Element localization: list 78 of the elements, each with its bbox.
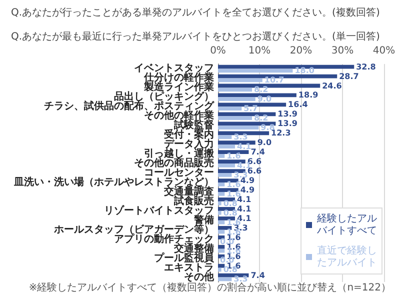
data-label: 6.6	[247, 166, 262, 176]
data-label: 3.3	[234, 132, 248, 142]
y-tick-label: エキストラ	[164, 262, 214, 274]
y-tick-label: その他の商品販売	[134, 157, 214, 170]
data-label: 16.4	[288, 100, 308, 110]
bar	[218, 169, 246, 173]
bar	[218, 126, 259, 130]
y-tick-label: リゾートバイトスタッフ	[104, 204, 214, 216]
legend-label: 経験したアルバイトすべて	[316, 212, 377, 236]
x-tick-label: 10%	[248, 46, 271, 56]
bar	[218, 160, 246, 164]
bar	[218, 188, 238, 192]
bar	[218, 178, 238, 182]
x-tick-label: 20%	[290, 46, 312, 56]
bar	[218, 106, 242, 111]
data-label: 4.1	[237, 142, 252, 152]
y-tick-label: コールセンター	[144, 168, 214, 178]
bar	[218, 144, 236, 148]
bar	[218, 68, 293, 73]
bar	[218, 192, 225, 196]
bar	[218, 210, 222, 215]
data-label: 9.0	[257, 138, 272, 148]
data-label: 18.9	[298, 90, 319, 100]
bar	[218, 97, 256, 102]
data-label: 7.4	[250, 270, 266, 280]
bar	[218, 112, 276, 116]
data-label: 0.8	[223, 198, 238, 208]
bar	[218, 268, 222, 272]
x-tick-label: 30%	[331, 46, 354, 56]
data-label: 24.6	[322, 81, 342, 90]
data-label: 4.1	[237, 194, 252, 204]
bar	[218, 131, 270, 136]
data-label: 28.7	[339, 72, 359, 81]
y-tick-label: その他	[184, 270, 215, 283]
text: ※経験したアルバイトすべて（複数回答）の割合が高い順に並び替え（n=122）	[28, 282, 392, 294]
data-label: 9.0	[257, 94, 272, 104]
bar	[218, 154, 225, 158]
bar	[218, 173, 232, 177]
bar	[218, 273, 249, 278]
bar	[218, 140, 256, 145]
data-label: 13.9	[278, 119, 298, 128]
bar	[218, 116, 252, 120]
bar	[218, 78, 262, 82]
x-tick-label: 40%	[372, 46, 396, 56]
y-tick-label: 警備	[193, 214, 214, 226]
y-tick-label: 試食販売	[173, 194, 214, 207]
bar	[218, 150, 249, 154]
bar	[218, 182, 225, 186]
data-label: 8.2	[254, 114, 268, 123]
data-label: 3.3	[234, 274, 248, 284]
bar	[218, 230, 225, 234]
chart-subtitle: Q.あなたが最も最近に行った単発アルバイトをひとつお選びください。(単一回答)	[11, 30, 380, 42]
bar	[218, 264, 225, 268]
data-label: 13.9	[278, 110, 298, 119]
bar	[218, 201, 222, 206]
data-label: 5.7	[244, 104, 258, 114]
data-label: 10.7	[264, 76, 284, 85]
data-label: 0.8	[223, 208, 238, 218]
bar	[218, 135, 232, 139]
data-label: 4.1	[237, 204, 252, 214]
data-label: 12.3	[271, 128, 291, 138]
bar	[218, 216, 236, 220]
data-label: 32.8	[356, 62, 376, 72]
bar	[218, 244, 225, 249]
chart-title: Q.あなたが行ったことがある単発のアルバイトを全てお選びください。(複数回答)	[11, 6, 380, 18]
bar	[218, 122, 276, 126]
data-label: 4.9	[240, 186, 255, 195]
bar	[218, 164, 236, 168]
data-label: 1.6	[226, 180, 242, 189]
data-label: 1.6	[226, 151, 242, 160]
x-tick-label: 0%	[210, 46, 226, 56]
bar	[218, 220, 225, 224]
legend-label: 直近で経験したアルバイト	[317, 244, 377, 268]
data-label: 7.4	[250, 148, 266, 157]
bar	[218, 88, 252, 92]
data-label: 18.0	[294, 66, 315, 76]
bar	[218, 226, 232, 230]
data-label: 8.2	[254, 85, 268, 94]
